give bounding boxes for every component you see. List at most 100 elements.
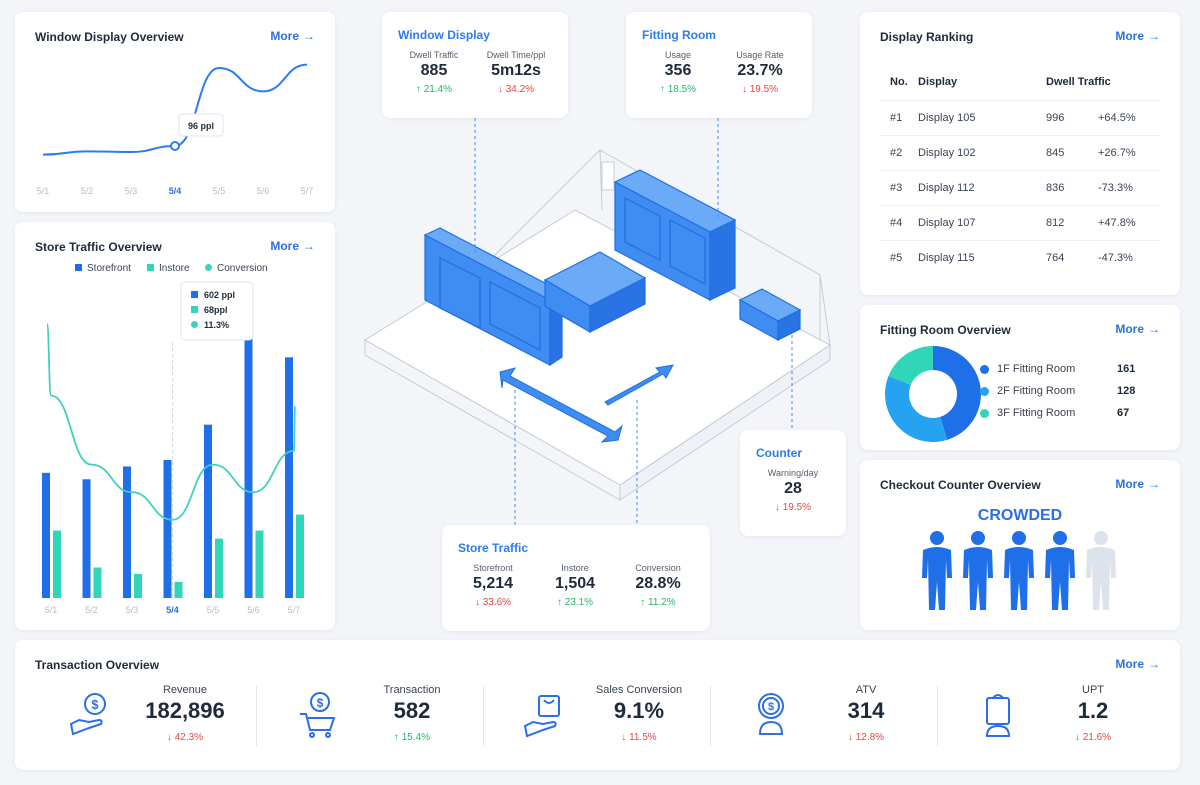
instore-bar [174,581,183,598]
tx-upt: UPT 1.2 ↓ 21.6% [963,684,1188,754]
rank-display: Display 107 [918,205,1038,241]
x-tick-label: 5/7 [288,605,301,615]
x-tick-label: 5/3 [125,186,138,196]
more-link[interactable]: More → [270,239,315,253]
table-row[interactable]: #2 Display 102 845 +26.7% [880,135,1160,171]
active-point [170,141,180,151]
card-title: Fitting Room Overview [880,323,1011,337]
stat-change: ↓ 19.5% [741,84,779,95]
x-tick-label: 5/4 [166,605,179,615]
divider [483,686,484,746]
rank-no: #4 [880,205,918,241]
usage-rate-stat: Usage Rate 23.7% ↓ 19.5% [718,50,802,95]
tx-value: 1.2 [1077,698,1109,723]
stat-value: 5m12s [491,62,541,79]
table-row[interactable]: #3 Display 112 836 -73.3% [880,170,1160,206]
svg-text:$: $ [91,697,99,712]
tooltip-swatch [191,306,198,313]
traffic-arrows [499,364,674,443]
tx-value: 314 [847,698,885,723]
dwell-traffic-stat: Dwell Traffic 885 ↑ 21.4% [394,50,474,95]
stat-value: 23.7% [737,62,783,79]
store-traffic-combo-chart: Storefront Instore Conversion 5/1 5/2 5/3 5/4 5… [42,263,304,615]
tx-label: UPT [1082,684,1104,696]
store-traffic-card[interactable]: Store Traffic Storefront 5,214 ↓ 33.6% I… [442,525,710,631]
connector-lines [474,118,793,525]
col-header-display: Display [918,76,958,88]
tx-transaction: $ Transaction 582 ↑ 15.4% [282,684,507,754]
table-header-row: No. Display Dwell Traffic [880,68,1160,101]
rank-no: #2 [880,135,918,171]
warning-stat: Warning/day 28 ↓ 19.5% [746,468,840,513]
stat-value: 5,214 [472,575,514,592]
person-icon [1086,531,1116,610]
legend-swatch [205,264,212,271]
instore-bar [255,530,264,598]
storefront-bar [42,472,50,598]
legend-dot [980,364,989,374]
table-row[interactable]: #4 Display 107 812 +47.8% [880,205,1160,241]
tx-label: ATV [855,684,877,696]
stat-change: ↑ 23.1% [556,597,594,608]
window-display-card[interactable]: Window Display Dwell Traffic 885 ↑ 21.4%… [382,12,568,118]
tx-atv: $ ATV 314 ↓ 12.8% [736,684,961,754]
tooltip: 96 ppl [178,113,224,137]
x-tick-label: 5/3 [126,605,139,615]
person-bag-icon [985,694,1011,737]
tooltip: 602 ppl 68ppl 11.3% [180,281,254,341]
legend-label: 2F Fitting Room [997,385,1076,397]
stat-change: ↓ 34.2% [497,84,535,95]
person-icon [963,531,993,610]
x-tick-label: 5/4 [169,186,182,196]
counter-block[interactable] [738,288,802,342]
rank-traffic: 996 [1038,100,1098,136]
more-link[interactable]: More → [1115,477,1160,491]
fitting-room-donut-chart [885,346,981,442]
donut-slice [933,346,981,440]
rank-no: #5 [880,240,918,275]
store-floor-plan [364,118,831,525]
svg-text:$: $ [768,701,774,713]
window-display-overview-card: Window Display Overview More → 96 ppl 5/1 5… [15,12,335,212]
rank-traffic: 845 [1038,135,1098,171]
tx-change: ↓ 11.5% [621,732,657,743]
counter-card[interactable]: Counter Warning/day 28 ↓ 19.5% [740,430,846,536]
fitting-room-card[interactable]: Fitting Room Usage 356 ↑ 18.5% Usage Rat… [626,12,812,118]
person-body [963,547,993,610]
person-body [922,547,952,610]
tooltip-box [180,281,254,341]
tooltip-box [178,113,224,137]
card-title: Transaction Overview [35,658,160,672]
tx-label: Revenue [162,684,208,696]
divider [710,686,711,746]
donut-slice [888,346,933,385]
tooltip-text: 68ppl [204,305,228,315]
table-row[interactable]: #1 Display 105 996 +64.5% [880,100,1160,136]
hand-dollar-icon: $ [69,693,106,736]
arrow-right-icon: → [1148,477,1160,491]
legend-value: 67 [1117,407,1130,419]
more-link[interactable]: More → [1115,29,1160,43]
more-link[interactable]: More → [1115,322,1160,336]
tooltip-swatch [191,321,198,328]
person-icon [922,531,952,610]
card-title: Window Display Overview [35,30,184,44]
donut-slice [885,375,948,442]
hand-bag-icon [523,695,560,738]
legend-value: 128 [1117,385,1136,397]
table-row[interactable]: #5 Display 115 764 -47.3% [880,240,1160,275]
tx-value: 9.1% [613,698,665,723]
person-body [1004,547,1034,610]
fitting-room-block[interactable] [613,169,737,301]
legend-value: 161 [1117,363,1136,375]
instore-bar [53,530,61,598]
more-link[interactable]: More → [1115,657,1160,671]
person-icon [1004,531,1034,610]
crowd-status: CROWDED [977,507,1063,524]
instore-bar [134,573,142,598]
arrow-right-icon: → [1148,657,1160,671]
more-link[interactable]: More → [270,29,315,43]
x-tick-label: 5/2 [81,186,94,196]
card-title: Store Traffic Overview [35,240,162,254]
storefront-bar [123,466,131,598]
